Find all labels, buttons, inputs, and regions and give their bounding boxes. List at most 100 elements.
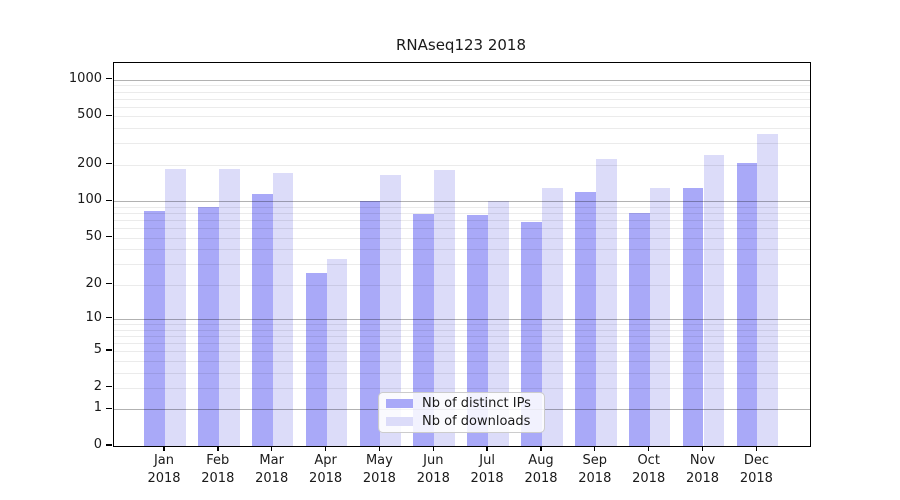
chart-title: RNAseq123 2018 (395, 36, 527, 54)
bar-distinct-ips-sep (575, 191, 596, 446)
legend-item-downloads: Nb of downloads (379, 414, 544, 431)
x-tick-month: Oct (637, 453, 660, 468)
x-tick-year: 2018 (578, 471, 612, 486)
gridline-major (114, 318, 810, 320)
y-axis-tick-label: 20 (85, 275, 102, 291)
legend-box: Nb of distinct IPs Nb of downloads (378, 392, 545, 433)
x-tick-month: Jun (423, 453, 444, 468)
y-tick-mark (106, 407, 112, 409)
bar-distinct-ips-apr (305, 273, 327, 446)
x-tick-year: 2018 (470, 471, 504, 486)
x-tick-month: Apr (314, 453, 337, 468)
y-tick-mark (106, 163, 112, 165)
y-tick-mark (106, 199, 112, 201)
y-axis-tick-label: 1 (93, 400, 102, 416)
gridline-minor (114, 220, 810, 221)
bar-downloads-sep (595, 158, 617, 446)
x-tick-year: 2018 (201, 471, 235, 486)
legend-swatch-distinct-ips (386, 398, 413, 408)
y-tick-mark (106, 235, 112, 238)
x-axis-tick-label: Sep 2018 (563, 452, 627, 488)
x-tick-mark (378, 446, 381, 452)
gridline-minor (114, 323, 810, 325)
x-axis-tick-label: Apr 2018 (294, 452, 358, 488)
x-tick-year: 2018 (362, 471, 396, 486)
x-axis-tick-label: Jan 2018 (132, 452, 196, 488)
gridline-minor (114, 106, 810, 108)
gridline-minor (114, 360, 810, 362)
x-tick-mark (432, 446, 434, 452)
gridline-minor (114, 284, 810, 286)
gridline-minor (114, 213, 810, 214)
y-axis-tick-label: 2 (93, 378, 102, 394)
y-tick-mark (106, 444, 112, 446)
bar-downloads-oct (649, 187, 671, 446)
gridline-minor (114, 351, 810, 352)
bar-distinct-ips-feb (198, 206, 219, 446)
gridline-minor (114, 263, 810, 265)
x-tick-mark (648, 446, 650, 452)
x-tick-month: Dec (743, 453, 769, 468)
y-axis-tick-label: 100 (77, 192, 102, 208)
x-tick-month: Jul (479, 453, 495, 468)
x-tick-mark (217, 446, 219, 452)
gridline-minor (114, 372, 810, 374)
x-tick-mark (594, 446, 596, 452)
gridline-minor (114, 335, 810, 337)
x-axis-tick-label: Aug 2018 (509, 452, 573, 488)
gridline-minor (114, 91, 810, 93)
x-tick-year: 2018 (255, 471, 289, 486)
gridline-minor (114, 342, 810, 344)
gridline-minor (114, 85, 810, 87)
legend-item-distinct-ips: Nb of distinct IPs (379, 395, 544, 412)
legend-label-distinct-ips: Nb of distinct IPs (422, 395, 531, 411)
bar-downloads-jan (165, 169, 186, 446)
bar-distinct-ips-mar (251, 194, 273, 446)
x-tick-year: 2018 (739, 471, 773, 486)
gridline-minor (114, 237, 810, 239)
x-axis-tick-label: Nov 2018 (671, 452, 735, 488)
bar-downloads-dec (757, 134, 779, 446)
x-tick-mark (540, 446, 542, 452)
gridline-minor (114, 206, 810, 208)
gridline-minor (114, 116, 810, 118)
bar-downloads-mar (272, 173, 294, 446)
gridline-minor (114, 98, 810, 100)
x-axis-tick-label: Oct 2018 (617, 452, 681, 488)
y-tick-mark (106, 349, 112, 351)
x-tick-mark (271, 446, 273, 452)
y-axis-tick-label: 200 (77, 155, 102, 171)
y-axis-tick-label: 1000 (68, 70, 102, 86)
x-tick-year: 2018 (632, 471, 666, 486)
gridline-minor (114, 387, 810, 389)
x-tick-mark (324, 446, 327, 452)
gridline-minor (114, 249, 810, 251)
bar-distinct-ips-jun (413, 213, 435, 446)
x-tick-mark (701, 446, 704, 452)
bar-downloads-feb (218, 169, 240, 446)
legend-label-downloads: Nb of downloads (422, 414, 531, 430)
x-tick-month: Feb (206, 453, 230, 468)
x-axis-tick-label: May 2018 (347, 452, 411, 488)
y-axis-tick-label: 0 (93, 437, 102, 452)
x-tick-mark (486, 446, 488, 452)
x-tick-year: 2018 (416, 471, 450, 486)
x-tick-month: Aug (528, 453, 554, 468)
x-axis-tick-label: Feb 2018 (186, 452, 250, 488)
x-tick-month: Sep (582, 453, 608, 468)
bar-downloads-may (380, 174, 402, 446)
y-tick-mark (106, 386, 112, 388)
x-axis-tick-label: Jun 2018 (401, 452, 465, 488)
x-tick-year: 2018 (524, 471, 558, 486)
bar-downloads-jun (434, 170, 456, 446)
y-axis-tick-label: 500 (77, 107, 102, 123)
y-axis-tick-label: 50 (85, 228, 102, 244)
gridline-minor (114, 164, 810, 166)
y-axis-tick-label: 10 (85, 309, 102, 325)
bar-distinct-ips-jul (467, 215, 489, 446)
gridline-minor (114, 128, 810, 130)
x-tick-year: 2018 (685, 471, 720, 486)
x-tick-month: Mar (259, 453, 284, 468)
x-tick-month: Jan (153, 453, 175, 468)
bar-distinct-ips-nov (682, 187, 704, 446)
